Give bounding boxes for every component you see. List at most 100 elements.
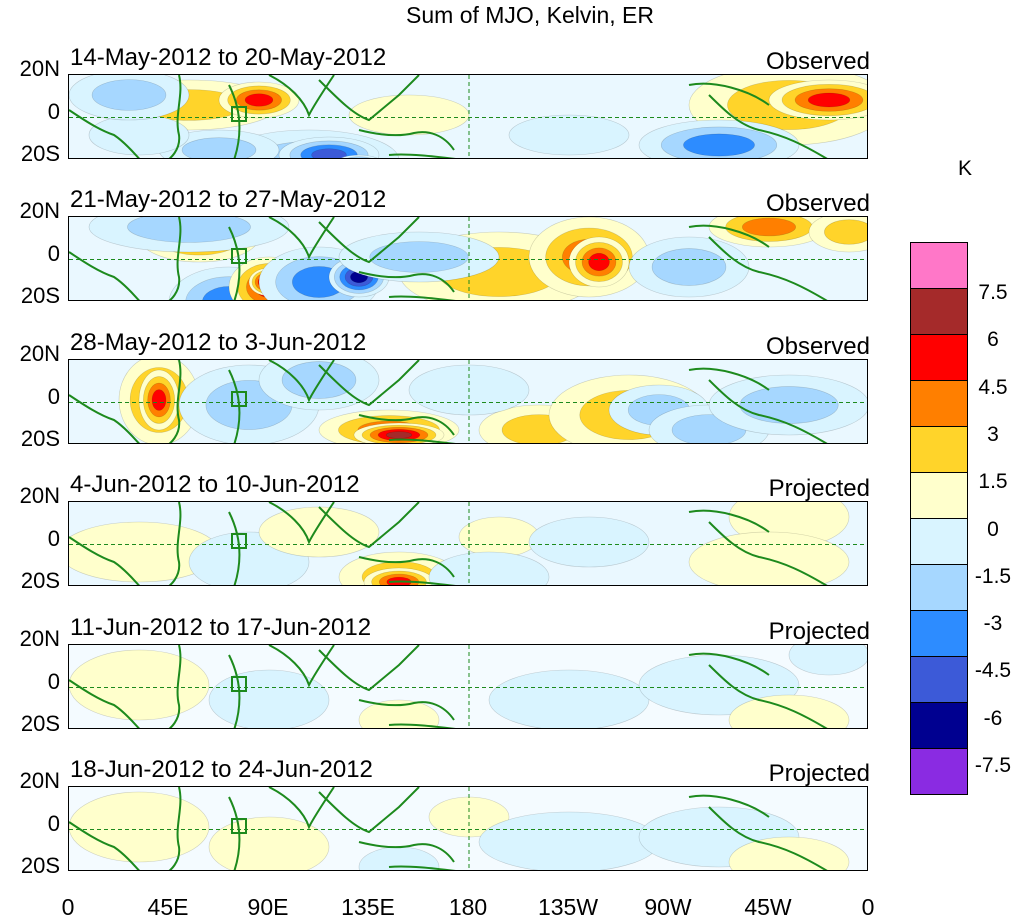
- colorbar: K: [910, 157, 972, 795]
- anomaly-map: [68, 786, 868, 871]
- y-tick-label: 20S: [20, 711, 60, 736]
- cold-anomaly-contour: [651, 248, 727, 286]
- colorbar-swatch: [910, 702, 968, 749]
- warm-anomaly-contour: [742, 217, 796, 237]
- coastline: [358, 414, 455, 436]
- colorbar-swatch: [910, 426, 968, 473]
- coastline: [318, 645, 420, 692]
- anomaly-field: [69, 75, 867, 158]
- colorbar-tick-label: 7.5: [978, 281, 1008, 304]
- map-panel: 18-Jun-2012 to 24-Jun-2012 Projected 20N 0 2…: [0, 756, 1024, 899]
- coastline: [388, 438, 456, 443]
- y-tick-label: 20S: [20, 853, 60, 878]
- region-box: [231, 818, 247, 834]
- coastline: [69, 109, 140, 158]
- warm-anomaly-contour: [358, 699, 440, 728]
- warm-anomaly-contour: [728, 694, 850, 728]
- x-tick-label: 90E: [247, 894, 289, 920]
- y-tick-label: 20N: [19, 768, 60, 793]
- coastline: [228, 511, 241, 585]
- colorbar-tick-label: -4.5: [974, 659, 1012, 683]
- y-tick-label: 0: [47, 811, 60, 836]
- cold-anomaly-contour: [340, 154, 378, 158]
- map-panel: 11-Jun-2012 to 17-Jun-2012 Projected 20N 0 2…: [0, 614, 1024, 757]
- panel-status: Projected: [768, 475, 870, 502]
- region-box: [231, 533, 247, 549]
- y-tick-label: 20S: [20, 426, 60, 451]
- colorbar-swatch: [910, 610, 968, 657]
- coastline: [168, 502, 182, 585]
- x-tick-label: 45W: [744, 894, 792, 920]
- panel-status: Projected: [768, 618, 870, 645]
- y-tick-label: 20N: [19, 626, 60, 651]
- x-tick-label: 135W: [537, 894, 599, 920]
- y-tick-label: 0: [47, 241, 60, 266]
- x-tick-label: 90W: [644, 894, 692, 920]
- figure-title: Sum of MJO, Kelvin, ER: [406, 2, 654, 28]
- cold-anomaly-contour: [281, 361, 357, 399]
- anomaly-field: [69, 502, 867, 585]
- panel-date-range: 28-May-2012 to 3-Jun-2012: [70, 329, 367, 356]
- anomaly-map: [68, 501, 868, 586]
- panel-status: Observed: [765, 48, 870, 75]
- coastline: [228, 84, 241, 158]
- coastline: [388, 723, 456, 728]
- colorbar-tick-label: 3: [987, 422, 999, 446]
- coastline: [358, 271, 455, 293]
- warm-anomaly-contour: [458, 516, 540, 558]
- coastline: [388, 153, 456, 158]
- cold-anomaly-contour: [508, 114, 630, 156]
- anomaly-field: [69, 645, 867, 728]
- warm-anomaly-contour: [385, 431, 413, 439]
- coastline: [268, 360, 335, 403]
- coastline: [688, 794, 770, 818]
- panel-date-range: 14-May-2012 to 20-May-2012: [70, 44, 387, 71]
- anomaly-map: [68, 216, 868, 301]
- coastline: [168, 217, 182, 300]
- colorbar-tick-label: 0: [987, 517, 999, 541]
- map-panel: 4-Jun-2012 to 10-Jun-2012 Projected 20N 0 20…: [0, 471, 1024, 614]
- warm-anomaly-contour: [69, 649, 210, 721]
- y-tick-label: 20S: [20, 283, 60, 308]
- warm-anomaly-contour: [151, 389, 167, 411]
- y-tick-label: 20N: [19, 198, 60, 223]
- region-box: [231, 676, 247, 692]
- coastline: [168, 75, 182, 158]
- y-tick-label: 0: [47, 384, 60, 409]
- y-tick-label: 0: [47, 669, 60, 694]
- x-tick-label: 0: [61, 894, 75, 920]
- coastline: [228, 796, 241, 870]
- cold-anomaly-contour: [739, 386, 839, 424]
- coastline: [168, 787, 182, 870]
- coastline: [688, 82, 770, 106]
- y-tick-label: 20S: [20, 568, 60, 593]
- anomaly-field: [69, 217, 867, 300]
- coastline: [388, 295, 456, 300]
- colorbar-swatch: [910, 380, 968, 427]
- map-panel: 14-May-2012 to 20-May-2012 Observed 20N 0 20…: [0, 44, 1024, 187]
- colorbar-swatch: [910, 748, 968, 795]
- cold-anomaly-contour: [478, 811, 660, 870]
- y-tick-label: 20S: [20, 141, 60, 166]
- warm-anomaly-contour: [588, 253, 610, 271]
- coastline: [358, 699, 455, 721]
- coastline: [69, 536, 140, 585]
- coastline: [268, 787, 335, 830]
- coastline: [268, 75, 335, 118]
- warm-anomaly-contour: [258, 506, 380, 558]
- colorbar-swatch: [910, 472, 968, 519]
- coastline: [358, 556, 455, 578]
- y-tick-label: 20N: [19, 341, 60, 366]
- panel-date-range: 18-Jun-2012 to 24-Jun-2012: [70, 756, 373, 783]
- anomaly-field: [69, 787, 867, 870]
- region-box: [231, 248, 247, 264]
- coastline: [358, 129, 455, 151]
- map-panel: 21-May-2012 to 27-May-2012 Observed 20N 0 20…: [0, 186, 1024, 329]
- coastline: [228, 226, 241, 300]
- panel-status: Observed: [765, 333, 870, 360]
- colorbar-tick-label: 6: [987, 328, 999, 352]
- cold-anomaly-contour: [311, 148, 347, 158]
- coastline: [708, 664, 828, 728]
- coastline: [708, 806, 828, 870]
- coastline: [708, 236, 828, 300]
